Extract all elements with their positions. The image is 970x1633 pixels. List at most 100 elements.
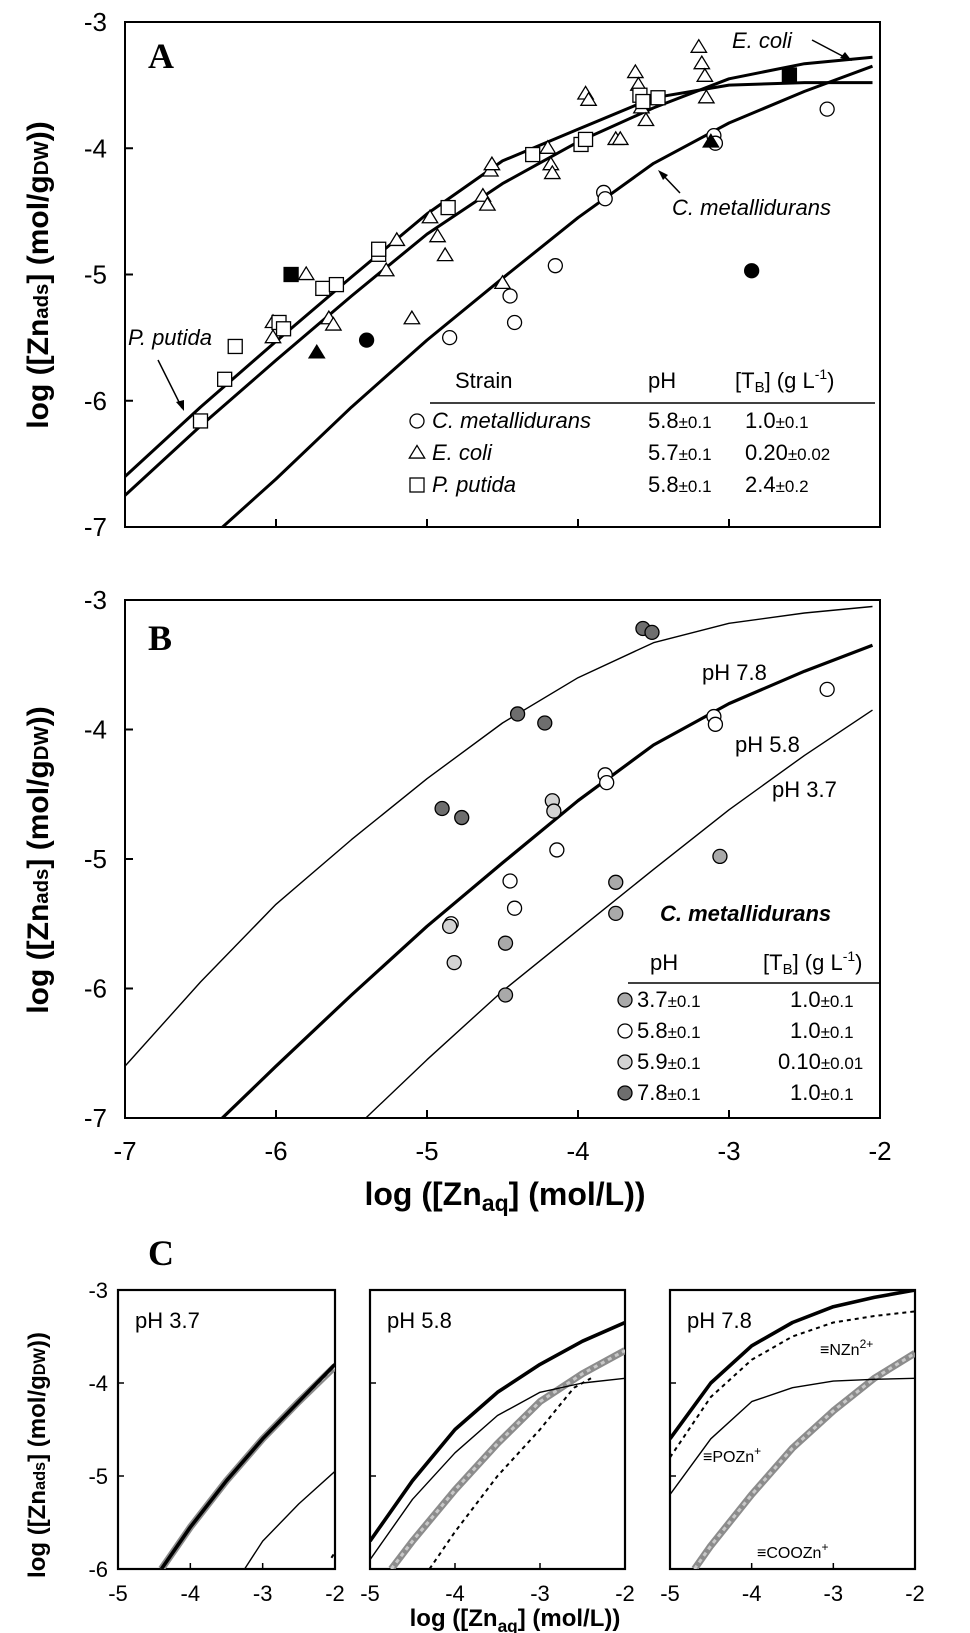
curve-cooz-hatch: [693, 1351, 915, 1569]
x-tick-label: -3: [717, 1136, 740, 1166]
ph-err: ±0.1: [668, 992, 701, 1011]
label-pput: P. putida: [128, 325, 212, 350]
panel-a: -7 -6 -5 -4 -3 log ([Znads] (mol/gDW)) A E. col…: [22, 7, 881, 542]
ylabel-part: log ([Zn: [22, 904, 55, 1014]
point-series-0: [712, 848, 728, 865]
y-tick-label: -3: [84, 585, 107, 615]
x-axis-label: log ([Znaq] (mol/L)): [364, 1176, 645, 1216]
ylabel-sub: DW: [31, 726, 53, 761]
tb-part: [T: [735, 368, 755, 393]
ph-val: 5.8: [637, 1018, 668, 1043]
point-ecoli: [538, 139, 557, 154]
curve-cooz-hatch: [390, 1349, 625, 1569]
subpanel-ph-5.8: -5 -4 -3 -2 pH 5.8: [360, 1288, 635, 1606]
y-tick-label: -7: [84, 1103, 107, 1133]
legend-tb: 2.4±0.2: [745, 472, 809, 497]
x-axis-label: log ([Znaq] (mol/L)): [410, 1605, 621, 1633]
ylabel-part: ] (mol/g: [22, 760, 55, 868]
annotation-pozn: ≡POZn+: [703, 1444, 761, 1466]
ylabel-sub: DW: [31, 1347, 49, 1375]
arrow-pput: [157, 359, 183, 409]
point-series-2: [441, 918, 458, 934]
point-ecoli: [611, 130, 630, 146]
xlabel-part: log ([Zn: [364, 1176, 481, 1212]
point-pput: [635, 93, 651, 110]
subplot-frame: [116, 1288, 337, 1571]
y-tick-label: -5: [84, 844, 107, 874]
label-ecoli: E. coli: [732, 28, 793, 53]
curve-nz: [670, 1310, 915, 1458]
curve-total: [370, 1320, 625, 1543]
xlabel-sub: aq: [498, 1616, 518, 1633]
y-axis-label: log ([Znads] (mol/gDW)): [24, 1332, 51, 1578]
legend-ph: 5.8±0.1: [637, 1018, 701, 1043]
tb-sup: -1: [815, 366, 828, 382]
curve-cmet-line: [220, 64, 874, 527]
y-tick-label: -3: [88, 1278, 108, 1303]
x-tick-label: -3: [253, 1581, 273, 1606]
curve-nz: [428, 1377, 592, 1569]
subpanel-label: pH 7.8: [687, 1308, 752, 1333]
curve-total: [159, 1363, 335, 1569]
y-tick-label: -6: [84, 386, 107, 416]
x-tick-label: -4: [445, 1581, 465, 1606]
x-tick-label: -6: [264, 1136, 287, 1166]
x-tick-label: -5: [360, 1581, 380, 1606]
x-tick-label: -2: [868, 1136, 891, 1166]
y-tick-label: -4: [88, 1371, 108, 1396]
y-tick-label: -7: [84, 512, 107, 542]
y-tick-label: -4: [84, 133, 107, 163]
point-ecoli: [692, 54, 711, 70]
ph-val: 7.8: [637, 1080, 668, 1105]
legend-header-ph: pH: [648, 368, 676, 393]
ph-val: 5.8: [648, 472, 679, 497]
point-ecoli: [421, 208, 439, 224]
x-tick-label: -3: [530, 1581, 550, 1606]
label-ph78: pH 7.8: [702, 660, 767, 685]
x-tick-label: -4: [742, 1581, 762, 1606]
legend-title: C. metallidurans: [660, 901, 831, 926]
tb-val: 1.0: [790, 987, 821, 1012]
subpanel-ph-7.8: -5 -4 -3 -2pH 7.8≡NZn2+≡POZn+≡COOZn+: [660, 1288, 925, 1606]
arrowhead-cmet: [658, 170, 668, 180]
tb-err: ±0.02: [788, 445, 830, 464]
point-cmet: [502, 288, 518, 304]
panel-letter: A: [148, 36, 174, 76]
subpanel-ph-3.7: -5 -4 -3 -2 pH 3.7: [108, 1288, 345, 1606]
legend-tb: 1.0±0.1: [790, 1018, 854, 1043]
legend-marker: [617, 1085, 633, 1101]
ylabel-part: log ([Zn: [22, 319, 55, 429]
ann-sup: +: [821, 1540, 828, 1554]
panel-letter: B: [148, 618, 172, 658]
point-ecoli: [403, 309, 421, 325]
tb-part: ] (g L: [765, 368, 815, 393]
ann-sup: +: [754, 1444, 761, 1458]
point-ecoli-filled: [307, 343, 326, 359]
point-ecoli: [689, 38, 708, 53]
point-cmet: [819, 101, 835, 117]
ylabel-part: ] (mol/g: [24, 1375, 51, 1462]
curve-nz: [330, 1551, 335, 1559]
point-cmet-filled: [744, 263, 760, 279]
x-tick-label: -4: [181, 1581, 201, 1606]
ylabel-part: )): [24, 1332, 51, 1348]
point-pput: [275, 321, 292, 337]
subplot-frame: [368, 1288, 627, 1571]
y-tick-label: -3: [84, 7, 107, 37]
tb-val: 0.20: [745, 440, 788, 465]
curve-poz: [244, 1470, 335, 1569]
point-pput: [525, 146, 541, 163]
point-pput: [328, 276, 345, 293]
ph-err: ±0.1: [679, 445, 712, 464]
y-tick-label: -5: [84, 260, 107, 290]
annotation-nzn: ≡NZn2+: [820, 1337, 873, 1359]
curve-cooz-hatch: [160, 1365, 335, 1569]
legend-header-tb: [TB] (g L-1): [735, 366, 835, 396]
xlabel-part: log ([Zn: [410, 1605, 498, 1632]
point-ecoli: [697, 88, 716, 104]
ph-err: ±0.1: [668, 1085, 701, 1104]
label-cmet: C. metallidurans: [672, 195, 831, 220]
point-series-3: [537, 715, 553, 731]
